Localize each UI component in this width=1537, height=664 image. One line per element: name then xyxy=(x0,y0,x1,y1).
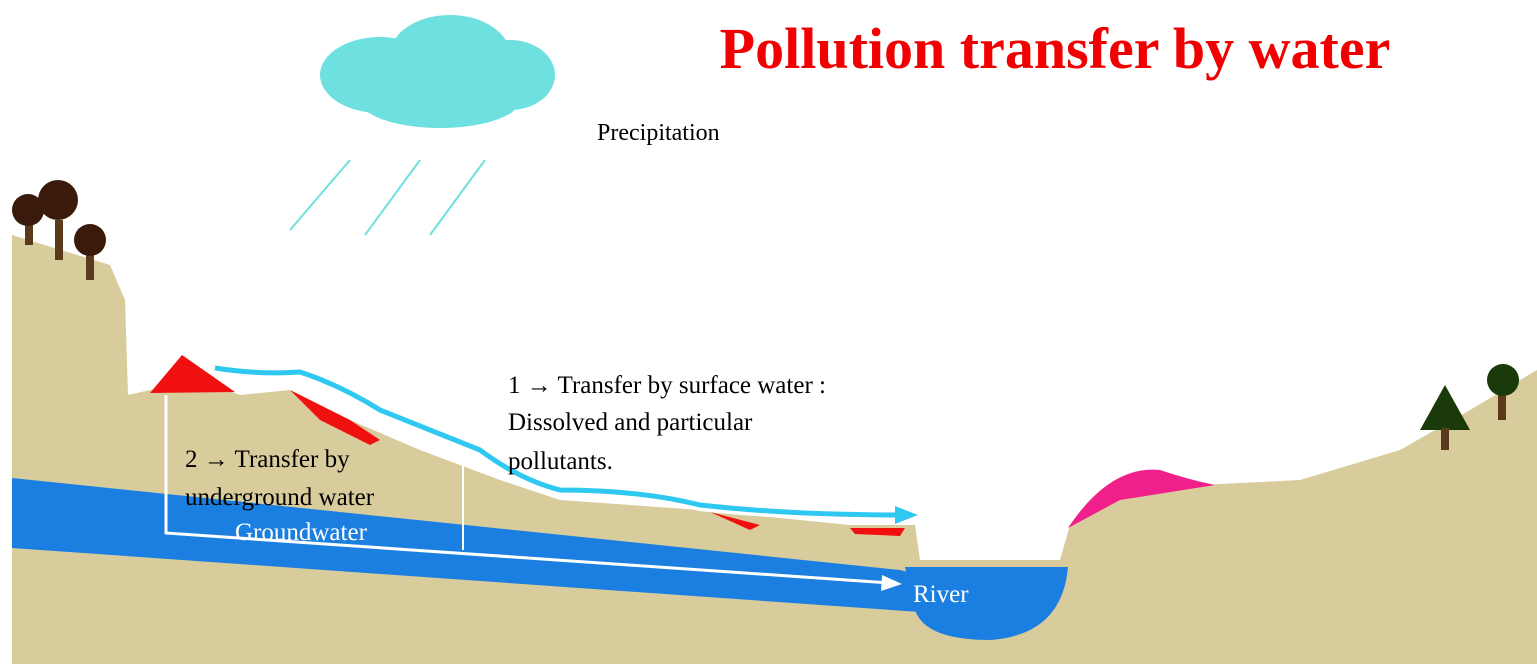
pollutant xyxy=(290,390,380,445)
underground-label: 2 → Transfer by underground water xyxy=(185,446,375,511)
precipitation-label: Precipitation xyxy=(597,120,720,146)
label-line: 1 → Transfer by surface water : xyxy=(508,372,826,399)
pollutant xyxy=(1068,469,1215,528)
trees xyxy=(12,180,1519,450)
label-line: Dissolved and particular xyxy=(508,409,753,436)
pollutant xyxy=(850,528,905,536)
groundwater-band xyxy=(12,478,920,612)
cloud xyxy=(320,15,555,128)
title: Pollution transfer by water xyxy=(720,16,1391,81)
pollutant xyxy=(150,355,235,393)
surface-flow xyxy=(214,365,901,518)
rain xyxy=(289,159,486,236)
label-line: 2 → Transfer by xyxy=(185,446,350,473)
arrow-head xyxy=(881,575,902,591)
groundwater-label: Groundwater xyxy=(235,519,368,546)
river xyxy=(905,567,1068,640)
river-label: River xyxy=(913,581,969,608)
pollutant xyxy=(710,512,760,530)
underground-flow xyxy=(164,395,891,585)
label-line: underground water xyxy=(185,484,375,511)
surface-label: 1 → Transfer by surface water : Dissolve… xyxy=(508,372,826,475)
arrow-head xyxy=(895,506,918,524)
label-line: pollutants. xyxy=(508,448,613,475)
